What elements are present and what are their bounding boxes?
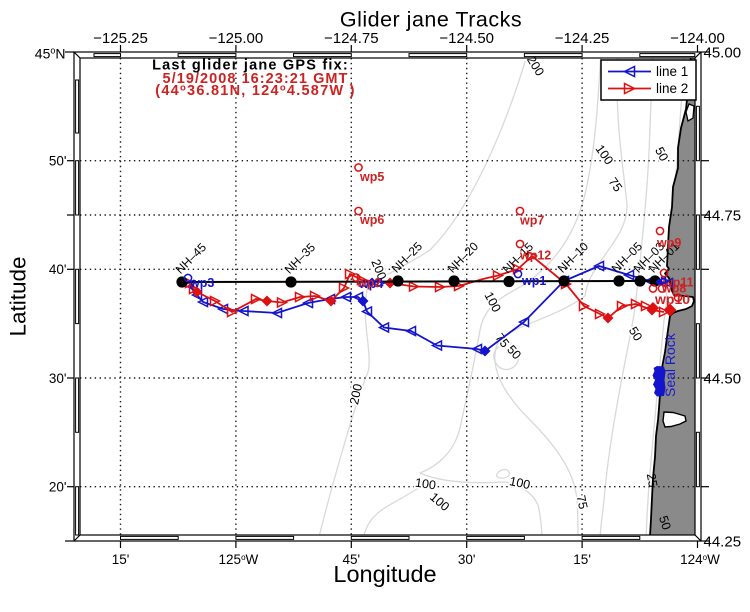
svg-text:50: 50 — [656, 514, 674, 532]
svg-text:wp12: wp12 — [519, 249, 551, 263]
svg-text:wp10: wp10 — [654, 291, 690, 307]
svg-text:100: 100 — [508, 474, 531, 492]
svg-text:45oN: 45oN — [35, 46, 66, 62]
svg-text:44.75: 44.75 — [704, 207, 742, 224]
svg-text:Glider jane Tracks: Glider jane Tracks — [340, 8, 522, 32]
svg-text:wp11: wp11 — [662, 276, 694, 290]
svg-text:wp5: wp5 — [359, 170, 384, 184]
svg-text:20': 20' — [49, 480, 67, 495]
svg-text:25: 25 — [644, 472, 660, 488]
svg-text:50': 50' — [49, 154, 67, 169]
svg-text:Latitude: Latitude — [6, 256, 31, 336]
svg-text:15': 15' — [573, 552, 591, 567]
svg-text:5/19/2008 16:23:21 GMT: 5/19/2008 16:23:21 GMT — [163, 71, 349, 87]
svg-text:125oW: 125oW — [219, 552, 259, 567]
svg-text:44.25: 44.25 — [704, 533, 742, 550]
svg-text:124oW: 124oW — [680, 552, 720, 567]
svg-text:40': 40' — [49, 262, 67, 277]
svg-text:−125.00: −125.00 — [209, 30, 264, 47]
svg-text:wp1: wp1 — [521, 274, 546, 288]
svg-text:wp8: wp8 — [661, 282, 686, 296]
svg-text:−125.25: −125.25 — [93, 30, 148, 47]
svg-text:45.00: 45.00 — [704, 44, 742, 61]
svg-text:45': 45' — [343, 552, 361, 567]
svg-text:wp7: wp7 — [519, 214, 544, 228]
svg-text:Longitude: Longitude — [333, 561, 436, 587]
svg-text:200: 200 — [347, 382, 365, 405]
svg-text:wp4: wp4 — [358, 277, 383, 291]
svg-text:line 1: line 1 — [656, 64, 688, 79]
svg-text:wp2: wp2 — [356, 276, 381, 290]
svg-text:Last glider jane GPS fix:: Last glider jane GPS fix: — [152, 58, 349, 74]
svg-text:−124.00: −124.00 — [670, 30, 725, 47]
svg-text:wp3: wp3 — [189, 276, 214, 290]
svg-text:−124.25: −124.25 — [555, 30, 610, 47]
svg-text:line 2: line 2 — [656, 81, 688, 96]
svg-text:wp6: wp6 — [359, 213, 384, 227]
svg-text:wp9: wp9 — [656, 236, 681, 250]
svg-text:−124.50: −124.50 — [439, 30, 494, 47]
svg-text:(44o36.81N, 124o4.587W ): (44o36.81N, 124o4.587W ) — [155, 83, 355, 100]
svg-text:Seal Rock: Seal Rock — [662, 332, 678, 397]
svg-text:30': 30' — [49, 371, 67, 386]
svg-text:75: 75 — [574, 494, 591, 511]
svg-text:30': 30' — [458, 552, 476, 567]
svg-text:44.50: 44.50 — [704, 370, 742, 387]
svg-text:100: 100 — [414, 476, 437, 493]
svg-text:−124.75: −124.75 — [324, 30, 379, 47]
svg-text:15': 15' — [112, 552, 130, 567]
